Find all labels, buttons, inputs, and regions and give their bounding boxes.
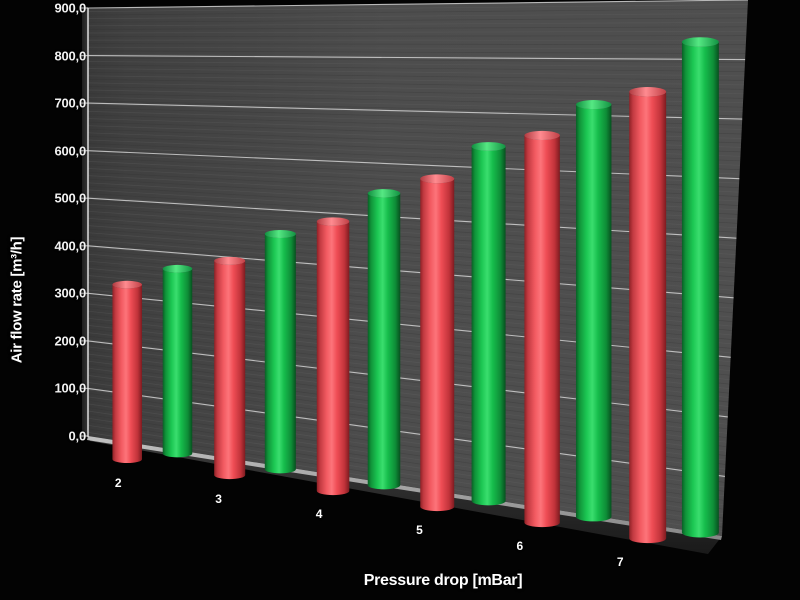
gridline [87,245,734,299]
gridline [87,0,749,9]
bar-cylinder-body [524,135,560,528]
y-axis-tick-label: 600,0 [54,143,86,159]
x-axis-tick-label: 6 [516,539,524,553]
y-axis-tick-labels: 900,0 800,0 700,0 600,0 500,0 400,0 300,0 200,0… [0,0,86,600]
gridline [87,387,725,477]
bar-cylinder-top [471,142,506,151]
bar-series2-6 [575,99,612,522]
y-axis-tick-label: 100,0 [54,380,86,396]
bar-cylinder-body [264,233,296,474]
bar-series1-4 [316,217,350,496]
y-axis-tick-label: 0,0 [68,428,87,444]
bar-cylinder-top [629,86,667,97]
bar-group [112,37,719,544]
bar-cylinder-body [681,41,719,538]
bar-cylinder-top [112,280,143,289]
y-axis-tick-label: 500,0 [54,190,86,206]
y-axis-tick-label: 700,0 [54,95,86,111]
bar-cylinder-body [575,104,612,522]
bar-series2-3 [264,229,296,474]
bar-cylinder-body [471,146,506,506]
bar-cylinder-body [162,268,193,458]
x-axis-tick-label: 2 [114,475,122,490]
bar-series1-5 [420,174,455,512]
x-axis-tick-label: 3 [215,491,222,506]
bar-series2-4 [367,189,401,490]
bar-cylinder-top [264,229,296,238]
bar-series1-6 [524,130,560,528]
bar-series2-2 [162,264,193,458]
bar-cylinder-body [316,221,350,496]
bar-cylinder-top [420,174,455,184]
bar-cylinder-top [575,99,612,110]
x-axis-tick-label: 5 [416,523,423,538]
gridline [87,292,731,358]
bar-cylinder-top [214,256,246,265]
bar-series1-7 [629,86,667,544]
gridline [87,197,737,239]
x-axis-title: Pressure drop [mBar] [363,572,523,589]
bar-cylinder-body [214,260,246,480]
floor-front-edge [87,436,722,540]
y-axis-title: Air flow rate [m³/h] [8,236,26,364]
bar-cylinder-body [629,91,667,544]
bar-series1-3 [214,256,246,480]
y-axis-tick-label: 300,0 [54,285,86,301]
bar-cylinder-top [316,217,350,226]
gridline [87,55,746,61]
y-axis-tick-label: 800,0 [54,48,86,64]
x-axis-tick-label: 4 [315,507,323,522]
bar-cylinder-body [420,178,455,512]
chart-floor [88,436,722,554]
y-axis-tick-label: 200,0 [54,333,86,349]
bar-cylinder-top [681,37,719,47]
bar-cylinder-body [112,284,143,464]
bar-series1-2 [112,280,143,464]
left-side-wall [82,8,88,440]
x-axis-tick-label: 7 [616,554,624,569]
gridline [87,340,728,418]
bar-cylinder-top [162,264,193,273]
bar-cylinder-top [524,130,560,141]
bar-cylinder-top [367,189,401,198]
y-axis-tick-label: 400,0 [54,238,86,254]
y-tickmark-group [81,7,88,437]
bar-series2-5 [471,142,506,506]
bar-cylinder-body [367,193,401,490]
bar-series2-7 [681,37,719,538]
y-axis-tick-label: 900,0 [54,0,86,16]
